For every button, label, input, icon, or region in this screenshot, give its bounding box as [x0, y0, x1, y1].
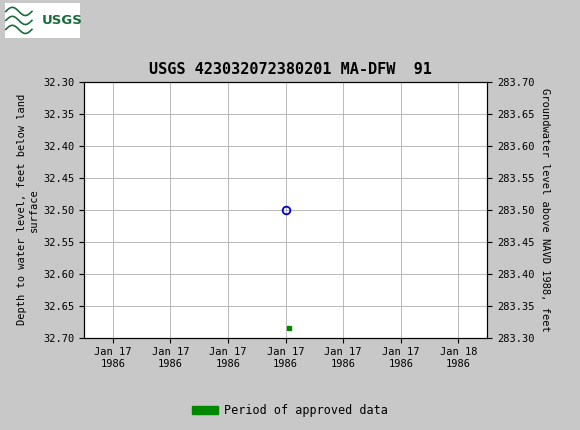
Y-axis label: Groundwater level above NAVD 1988, feet: Groundwater level above NAVD 1988, feet: [540, 88, 550, 332]
Y-axis label: Depth to water level, feet below land
surface: Depth to water level, feet below land su…: [17, 94, 39, 325]
Text: USGS: USGS: [42, 14, 82, 27]
Text: USGS 423032072380201 MA-DFW  91: USGS 423032072380201 MA-DFW 91: [148, 62, 432, 77]
Bar: [5, 3, 80, 37]
Legend: Period of approved data: Period of approved data: [187, 399, 393, 422]
